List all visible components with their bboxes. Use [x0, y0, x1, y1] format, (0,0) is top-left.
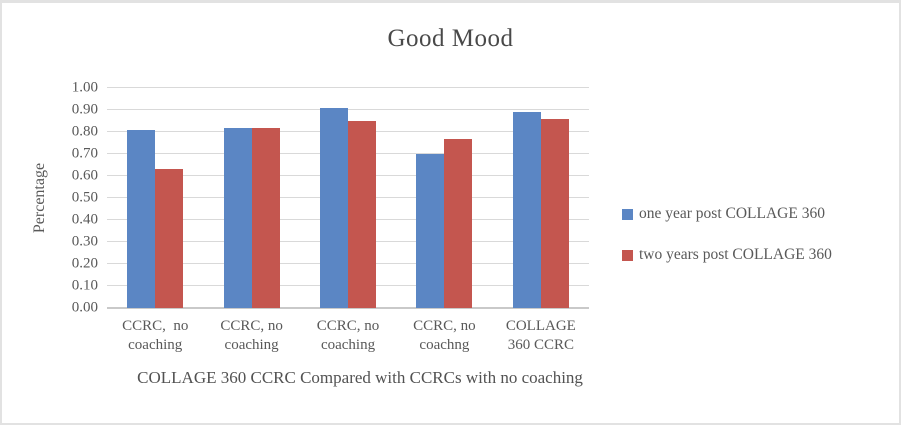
- legend-item: two years post COLLAGE 360: [622, 246, 832, 264]
- bar-group: [300, 88, 396, 308]
- category-label-line: coaching: [128, 336, 183, 353]
- category-label: COLLAGE 360 CCRC: [493, 317, 589, 355]
- bar-groups: [107, 88, 589, 308]
- category-label-line: CCRC, no: [122, 318, 189, 334]
- gridline: [107, 87, 589, 88]
- category-label-line: CCRC, no: [220, 318, 283, 334]
- legend: one year post COLLAGE 360 two years post …: [622, 205, 832, 264]
- bar: [223, 127, 252, 308]
- legend-item: one year post COLLAGE 360: [622, 205, 832, 223]
- category-label-line: coachng: [419, 336, 470, 353]
- x-axis-category-labels: CCRC, no coaching CCRC, no coaching CCRC, no…: [107, 317, 589, 355]
- bar-group: [396, 88, 492, 308]
- y-tick-label: 0.90: [71, 101, 98, 118]
- bar: [127, 129, 156, 308]
- bar-group: [493, 88, 589, 308]
- x-axis-title: COLLAGE 360 CCRC Compared with CCRCs wit…: [137, 368, 583, 387]
- y-tick-label: 0.10: [71, 277, 98, 294]
- y-tick-label: 0.30: [71, 233, 98, 250]
- y-tick-label: 0.20: [71, 255, 98, 272]
- bar-group: [203, 88, 299, 308]
- legend-swatch-icon: [622, 208, 633, 220]
- chart-title: Good Mood: [387, 25, 514, 52]
- category-label-line: CCRC, no: [413, 318, 476, 334]
- y-tick-label: 1.00: [71, 79, 98, 96]
- category-label-line: coaching: [224, 336, 279, 353]
- bar: [540, 118, 569, 308]
- y-axis-title: Percentage: [31, 162, 48, 234]
- y-tick-label: 0.70: [71, 145, 98, 162]
- y-tick-label: 0.40: [71, 211, 98, 228]
- legend-label: two years post COLLAGE 360: [639, 246, 832, 263]
- bar: [155, 169, 184, 308]
- category-label: CCRC, no coaching: [203, 317, 299, 355]
- category-label-line: coaching: [320, 336, 376, 353]
- category-label: CCRC, no coaching: [107, 317, 203, 355]
- bar: [348, 121, 377, 308]
- bar: [251, 127, 280, 308]
- category-label-line: COLLAGE: [505, 318, 576, 334]
- x-axis-line: [107, 307, 589, 309]
- category-label-line: 360 CCRC: [507, 336, 574, 353]
- y-tick-label: 0.00: [71, 299, 98, 316]
- category-label: CCRC, no coaching: [300, 317, 396, 355]
- legend-swatch-icon: [622, 249, 633, 261]
- legend-label: one year post COLLAGE 360: [639, 205, 825, 222]
- bar: [444, 138, 473, 308]
- bar-group: [107, 88, 203, 308]
- y-tick-label: 0.80: [71, 123, 98, 140]
- category-label-line: CCRC, no: [316, 318, 380, 334]
- y-tick-label: 0.50: [71, 189, 98, 206]
- bar: [416, 154, 445, 308]
- bar: [320, 107, 349, 308]
- plot-area: 0.00 0.10 0.20 0.30 0.40 0.50 0.60 0.70 0.80 0.90…: [72, 80, 589, 387]
- y-tick-label: 0.60: [71, 167, 98, 184]
- bar: [512, 112, 541, 308]
- category-label: CCRC, no coachng: [396, 317, 492, 355]
